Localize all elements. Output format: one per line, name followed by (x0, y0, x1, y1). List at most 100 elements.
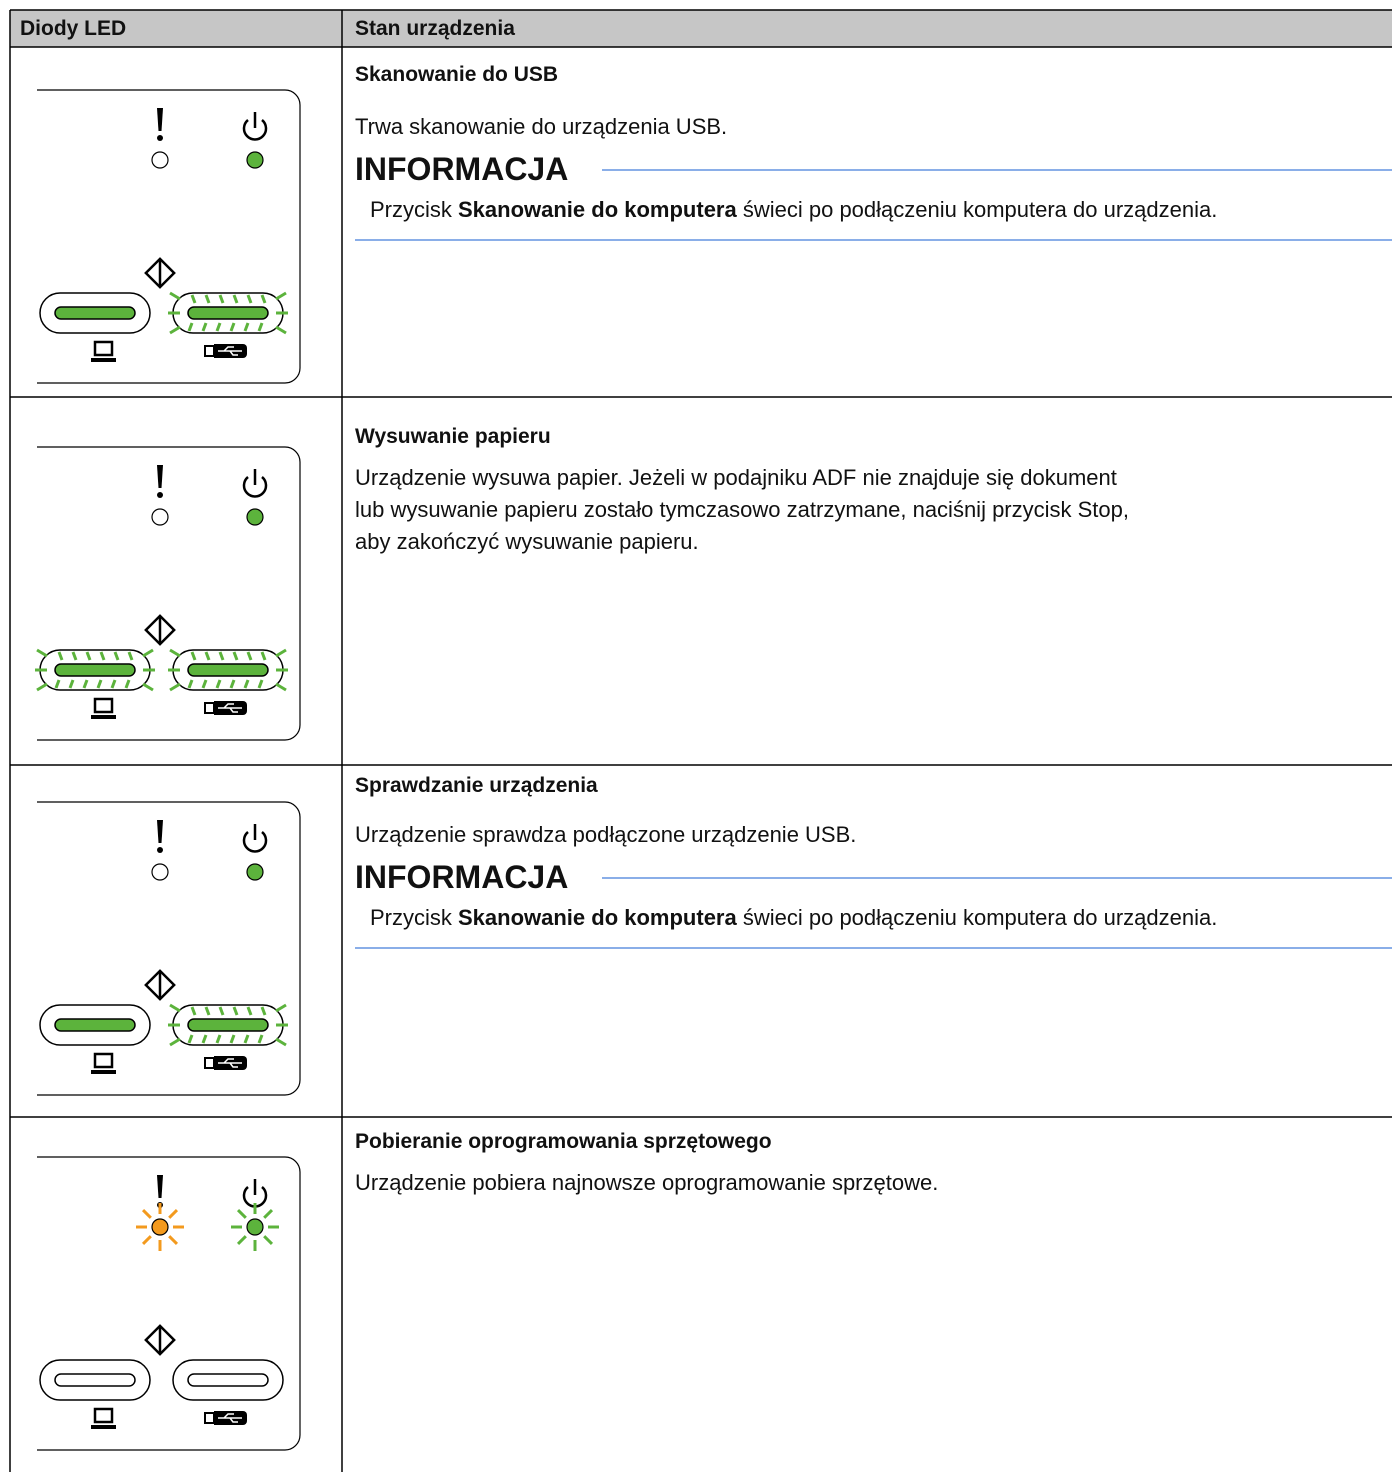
row-title: Pobieranie oprogramowania sprzętowego (355, 1130, 772, 1153)
computer-icon-base (91, 1070, 116, 1074)
row-description: Urządzenie pobiera najnowsze oprogramowa… (355, 1170, 939, 1195)
blink-tick (275, 682, 287, 692)
blink-tick (215, 679, 222, 689)
alert-led (151, 151, 169, 169)
blink-tick (169, 1037, 181, 1047)
blink-tick (54, 679, 61, 689)
blink-tick (71, 651, 78, 661)
blink-ray (263, 1208, 274, 1219)
blink-tick (229, 322, 236, 332)
blink-tick (257, 679, 264, 689)
blink-tick (169, 291, 181, 301)
blink-tick (36, 648, 48, 658)
power-led (246, 1218, 264, 1236)
alert-icon (157, 1175, 163, 1198)
row-title: Skanowanie do USB (355, 63, 559, 86)
blink-tick (229, 1034, 236, 1044)
computer-icon-base (91, 715, 116, 719)
blink-tick (187, 1034, 194, 1044)
blink-tick (275, 1037, 287, 1047)
blink-tick (260, 651, 267, 661)
note-heading: INFORMACJA (355, 151, 569, 187)
alert-icon-dot (157, 135, 163, 141)
alert-led (151, 508, 169, 526)
button-led (54, 1018, 136, 1032)
computer-icon-base (91, 358, 116, 362)
led-panel (37, 801, 301, 1096)
alert-icon (157, 465, 163, 488)
blink-ray (168, 1208, 179, 1219)
blink-tick (275, 648, 287, 658)
blink-tick (85, 651, 92, 661)
button-led (187, 663, 269, 677)
blink-tick (204, 294, 211, 304)
note-text-part: świeci po podłączeniu komputera do urząd… (736, 197, 1218, 222)
blink-tick (169, 648, 181, 658)
blink-tick (127, 651, 134, 661)
blink-tick (243, 322, 250, 332)
blink-tick (190, 294, 197, 304)
note-text-part: Przycisk (370, 905, 458, 930)
blink-tick (260, 1006, 267, 1016)
note-text-part: świeci po podłączeniu komputera do urząd… (736, 905, 1218, 930)
alert-icon (157, 820, 163, 843)
row-description: lub wysuwanie papieru zostało tymczasowo… (355, 497, 1129, 522)
blink-ray (168, 1235, 179, 1246)
blink-tick (246, 294, 253, 304)
power-icon (242, 476, 268, 498)
alert-led (151, 863, 169, 881)
blink-tick (204, 651, 211, 661)
alert-led (151, 1218, 169, 1236)
blink-tick (142, 682, 154, 692)
button-led (54, 1373, 136, 1387)
power-icon (242, 831, 268, 853)
blink-tick (232, 1006, 239, 1016)
blink-tick (187, 679, 194, 689)
blink-tick (257, 1034, 264, 1044)
blink-tick (142, 648, 154, 658)
power-led (246, 863, 264, 881)
blink-ray (141, 1235, 152, 1246)
blink-tick (243, 1034, 250, 1044)
alert-icon-dot (157, 847, 163, 853)
blink-tick (257, 322, 264, 332)
blink-tick (229, 679, 236, 689)
blink-tick (68, 679, 75, 689)
power-led (246, 508, 264, 526)
blink-tick (36, 682, 48, 692)
row-title: Sprawdzanie urządzenia (355, 774, 598, 797)
power-led (246, 151, 264, 169)
note-heading: INFORMACJA (355, 859, 569, 895)
usb-icon-symbol (218, 1413, 242, 1423)
blink-tick (113, 651, 120, 661)
blink-tick (232, 294, 239, 304)
blink-tick (215, 1034, 222, 1044)
blink-tick (110, 679, 117, 689)
blink-tick (190, 651, 197, 661)
button-led (187, 1018, 269, 1032)
blink-tick (204, 1006, 211, 1016)
blink-tick (218, 1006, 225, 1016)
usb-icon-plug (204, 345, 215, 357)
blink-tick (169, 1003, 181, 1013)
blink-tick (124, 679, 131, 689)
blink-tick (99, 651, 106, 661)
computer-icon (93, 1052, 114, 1069)
blink-tick (201, 322, 208, 332)
row-title: Wysuwanie papieru (355, 425, 551, 448)
usb-icon-plug (204, 1057, 215, 1069)
header-background (10, 10, 1392, 47)
row-description: Trwa skanowanie do urządzenia USB. (355, 114, 728, 139)
blink-tick (218, 294, 225, 304)
note-text: Przycisk Skanowanie do komputera świeci … (370, 905, 1217, 931)
blink-tick (243, 679, 250, 689)
blink-tick (169, 325, 181, 335)
alert-icon-dot (157, 492, 163, 498)
blink-ray (236, 1208, 247, 1219)
blink-ray (263, 1235, 274, 1246)
blink-tick (275, 291, 287, 301)
note-text-part: Przycisk (370, 197, 458, 222)
usb-icon-symbol (218, 346, 242, 356)
